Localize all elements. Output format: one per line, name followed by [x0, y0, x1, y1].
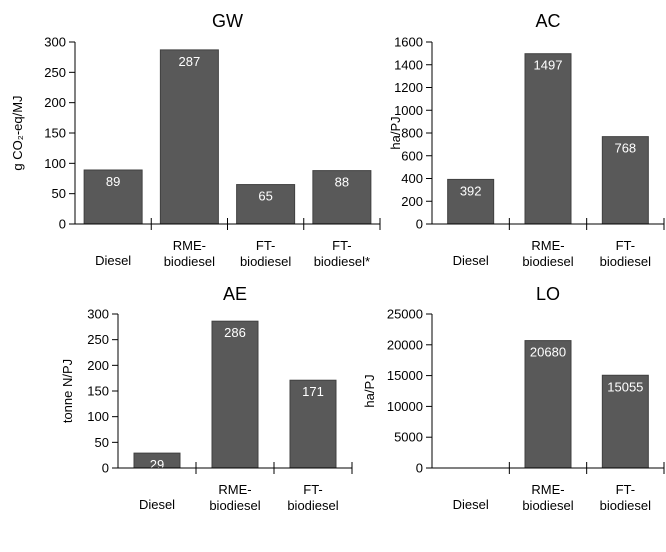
y-tick-label: 150 — [44, 126, 66, 141]
x-tick-label: RME- — [218, 482, 251, 497]
y-tick-label: 5000 — [394, 430, 423, 445]
bar — [447, 178, 495, 225]
y-tick-label: 25000 — [387, 307, 423, 322]
x-tick-label: biodiesel — [600, 498, 651, 513]
x-tick-label: RME- — [531, 482, 564, 497]
y-tick-label: 10000 — [387, 399, 423, 414]
data-label: 15055 — [607, 379, 643, 394]
chart-title: AC — [535, 11, 560, 31]
x-tick-label: Diesel — [95, 253, 131, 268]
bar — [83, 169, 143, 225]
y-tick-label: 50 — [52, 186, 66, 201]
chart-title: GW — [212, 11, 243, 31]
x-tick-label: biodiesel — [600, 254, 651, 269]
y-tick-label: 250 — [44, 65, 66, 80]
bar — [312, 170, 372, 225]
x-tick-label: RME- — [531, 238, 564, 253]
bar — [524, 340, 572, 469]
data-label: 29 — [150, 457, 164, 472]
x-tick-label: FT- — [616, 238, 636, 253]
bar — [211, 320, 259, 469]
y-tick-label: 400 — [401, 171, 423, 186]
y-tick-label: 50 — [95, 435, 109, 450]
x-tick-label: biodiesel — [287, 498, 338, 513]
y-tick-label: 0 — [102, 461, 109, 476]
x-tick-label: biodiesel — [164, 254, 215, 269]
y-tick-label: 200 — [44, 95, 66, 110]
y-tick-label: 600 — [401, 148, 423, 163]
y-tick-label: 0 — [59, 217, 66, 232]
y-tick-label: 100 — [44, 156, 66, 171]
y-axis-label: g CO₂-eq/MJ — [10, 95, 25, 170]
y-tick-label: 0 — [416, 461, 423, 476]
y-tick-label: 15000 — [387, 368, 423, 383]
chart-panel-lo: LO ha/PJ 20680 15055 0 5000 10000 15000 20000 250… — [362, 284, 665, 513]
x-tick-label: FT- — [303, 482, 323, 497]
x-tick-label: Diesel — [139, 497, 175, 512]
data-label: 89 — [106, 174, 120, 189]
y-tick-label: 150 — [87, 384, 109, 399]
y-tick-label: 100 — [87, 409, 109, 424]
y-tick-label: 200 — [401, 194, 423, 209]
chart-panel-ac: AC ha/PJ 392 1497 768 0 200 400 600 800 1000 1200 14… — [388, 11, 665, 269]
bar — [524, 53, 572, 225]
y-tick-label: 0 — [416, 217, 423, 232]
y-tick-label: 300 — [87, 307, 109, 322]
data-label: 768 — [614, 141, 636, 156]
bar — [601, 374, 649, 469]
x-tick-label: biodiesel* — [314, 254, 370, 269]
y-tick-label: 250 — [87, 332, 109, 347]
data-label: 392 — [460, 183, 482, 198]
chart-panel-ae: AE tonne N/PJ 29 286 171 0 50 100 150 200 250 300 Di… — [60, 284, 353, 513]
bar — [159, 49, 219, 225]
data-label: 20680 — [530, 345, 566, 360]
bar — [601, 136, 649, 225]
data-label: 287 — [179, 54, 201, 69]
data-label: 1497 — [534, 58, 563, 73]
x-tick-label: biodiesel — [209, 498, 260, 513]
bar — [236, 184, 296, 225]
y-tick-label: 20000 — [387, 337, 423, 352]
data-label: 65 — [258, 189, 272, 204]
data-label: 286 — [224, 325, 246, 340]
x-tick-label: Diesel — [453, 253, 489, 268]
chart-title: LO — [536, 284, 560, 304]
y-axis-label: ha/PJ — [362, 374, 377, 407]
x-tick-label: RME- — [173, 238, 206, 253]
y-axis-label: ha/PJ — [388, 116, 403, 149]
bar — [289, 379, 337, 469]
y-axis-label: tonne N/PJ — [60, 359, 75, 423]
x-tick-label: biodiesel — [522, 498, 573, 513]
y-tick-label: 1400 — [394, 57, 423, 72]
y-tick-label: 800 — [401, 126, 423, 141]
y-tick-label: 300 — [44, 35, 66, 50]
x-tick-label: FT- — [256, 238, 276, 253]
x-tick-label: biodiesel — [240, 254, 291, 269]
x-tick-label: FT- — [616, 482, 636, 497]
x-tick-label: biodiesel — [522, 254, 573, 269]
y-tick-label: 1200 — [394, 80, 423, 95]
x-tick-label: Diesel — [453, 497, 489, 512]
data-label: 88 — [335, 175, 349, 190]
y-tick-label: 1600 — [394, 35, 423, 50]
y-tick-label: 1000 — [394, 103, 423, 118]
x-tick-label: FT- — [332, 238, 352, 253]
chart-panel-gw: GW g CO₂-eq/MJ 89 287 65 88 0 50 100 150 200 250 300… — [10, 11, 381, 269]
chart-title: AE — [223, 284, 247, 304]
y-tick-label: 200 — [87, 358, 109, 373]
data-label: 171 — [302, 384, 324, 399]
